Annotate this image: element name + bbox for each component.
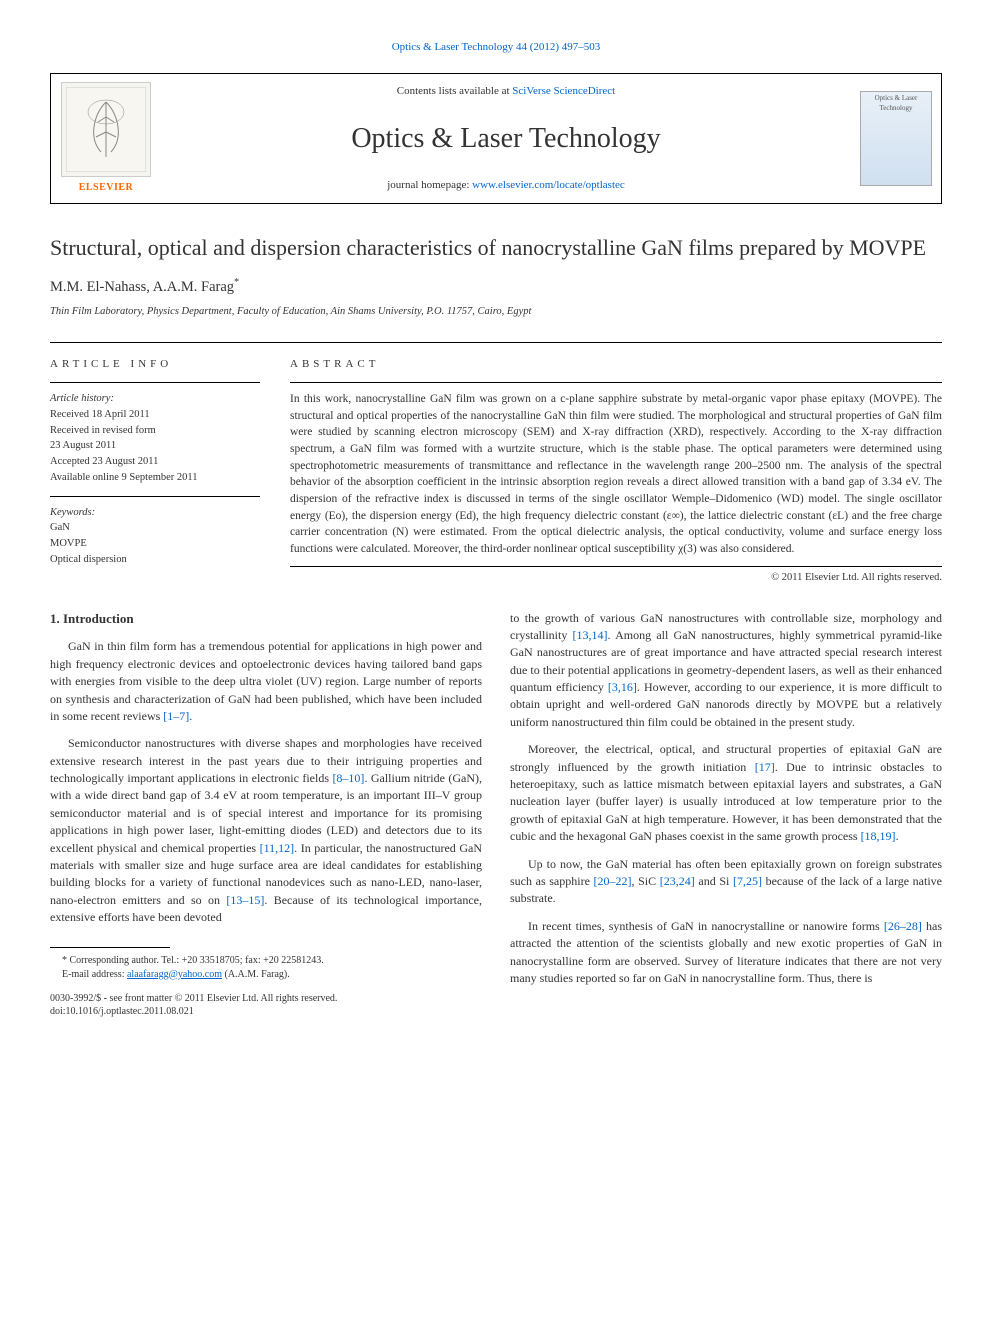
history-line: Received in revised form	[50, 423, 260, 439]
keyword: MOVPE	[50, 536, 260, 552]
corresponding-marker: *	[234, 277, 239, 288]
history-label: Article history:	[50, 391, 260, 407]
body-paragraph: Moreover, the electrical, optical, and s…	[510, 741, 942, 845]
contents-prefix: Contents lists available at	[397, 85, 512, 97]
keyword: Optical dispersion	[50, 552, 260, 568]
abstract-text: In this work, nanocrystalline GaN film w…	[290, 382, 942, 567]
introduction-heading: 1. Introduction	[50, 610, 482, 629]
footnote-separator	[50, 947, 170, 948]
corresponding-author-footnote: * Corresponding author. Tel.: +20 335187…	[50, 954, 482, 968]
journal-title: Optics & Laser Technology	[181, 119, 831, 158]
header-center: Contents lists available at SciVerse Sci…	[161, 74, 851, 203]
author-list: M.M. El-Nahass, A.A.M. Farag*	[50, 276, 942, 297]
keywords-block: Keywords: GaN MOVPE Optical dispersion	[50, 496, 260, 568]
history-line: Received 18 April 2011	[50, 407, 260, 423]
publisher-name: ELSEVIER	[79, 181, 134, 195]
author-names: M.M. El-Nahass, A.A.M. Farag	[50, 279, 234, 295]
history-line: Available online 9 September 2011	[50, 470, 260, 486]
journal-reference-top[interactable]: Optics & Laser Technology 44 (2012) 497–…	[50, 40, 942, 55]
body-paragraph: to the growth of various GaN nanostructu…	[510, 610, 942, 732]
journal-cover-icon: Optics & Laser Technology	[860, 91, 932, 186]
body-paragraph: In recent times, synthesis of GaN in nan…	[510, 918, 942, 988]
doi-line: doi:10.1016/j.optlastec.2011.08.021	[50, 1005, 482, 1019]
body-paragraph: GaN in thin film form has a tremendous p…	[50, 638, 482, 725]
body-paragraph: Up to now, the GaN material has often be…	[510, 856, 942, 908]
email-link[interactable]: alaafaragg@yahoo.com	[127, 969, 222, 980]
publisher-logo-block: ELSEVIER	[51, 74, 161, 203]
sciencedirect-link[interactable]: SciVerse ScienceDirect	[512, 85, 615, 97]
email-label: E-mail address:	[62, 969, 127, 980]
abstract-label: ABSTRACT	[290, 357, 942, 372]
article-info-label: ARTICLE INFO	[50, 357, 260, 372]
body-paragraph: Semiconductor nanostructures with divers…	[50, 735, 482, 926]
journal-header-box: ELSEVIER Contents lists available at Sci…	[50, 73, 942, 204]
cover-thumbnail-block: Optics & Laser Technology	[851, 74, 941, 203]
abstract-copyright: © 2011 Elsevier Ltd. All rights reserved…	[290, 571, 942, 586]
contents-list-line: Contents lists available at SciVerse Sci…	[181, 84, 831, 99]
article-history-block: Article history: Received 18 April 2011 …	[50, 382, 260, 486]
homepage-link[interactable]: www.elsevier.com/locate/optlastec	[472, 179, 625, 191]
homepage-line: journal homepage: www.elsevier.com/locat…	[181, 178, 831, 193]
homepage-prefix: journal homepage:	[387, 179, 472, 191]
email-suffix: (A.A.M. Farag).	[222, 969, 290, 980]
elsevier-tree-icon	[61, 82, 151, 177]
article-info-column: ARTICLE INFO Article history: Received 1…	[50, 357, 260, 586]
email-footnote: E-mail address: alaafaragg@yahoo.com (A.…	[50, 968, 482, 982]
body-two-column: 1. Introduction GaN in thin film form ha…	[50, 610, 942, 1019]
keyword: GaN	[50, 520, 260, 536]
doi-block: 0030-3992/$ - see front matter © 2011 El…	[50, 992, 482, 1019]
body-left-column: 1. Introduction GaN in thin film form ha…	[50, 610, 482, 1019]
page-container: Optics & Laser Technology 44 (2012) 497–…	[0, 0, 992, 1059]
history-line: Accepted 23 August 2011	[50, 454, 260, 470]
cover-label: Optics & Laser Technology	[875, 94, 918, 112]
body-right-column: to the growth of various GaN nanostructu…	[510, 610, 942, 1019]
keywords-label: Keywords:	[50, 505, 260, 521]
info-abstract-row: ARTICLE INFO Article history: Received 1…	[50, 342, 942, 586]
journal-ref-text: Optics & Laser Technology 44 (2012) 497–…	[392, 41, 601, 53]
abstract-column: ABSTRACT In this work, nanocrystalline G…	[290, 357, 942, 586]
history-line: 23 August 2011	[50, 438, 260, 454]
affiliation: Thin Film Laboratory, Physics Department…	[50, 305, 942, 320]
front-matter-line: 0030-3992/$ - see front matter © 2011 El…	[50, 992, 482, 1006]
article-title: Structural, optical and dispersion chara…	[50, 234, 942, 262]
